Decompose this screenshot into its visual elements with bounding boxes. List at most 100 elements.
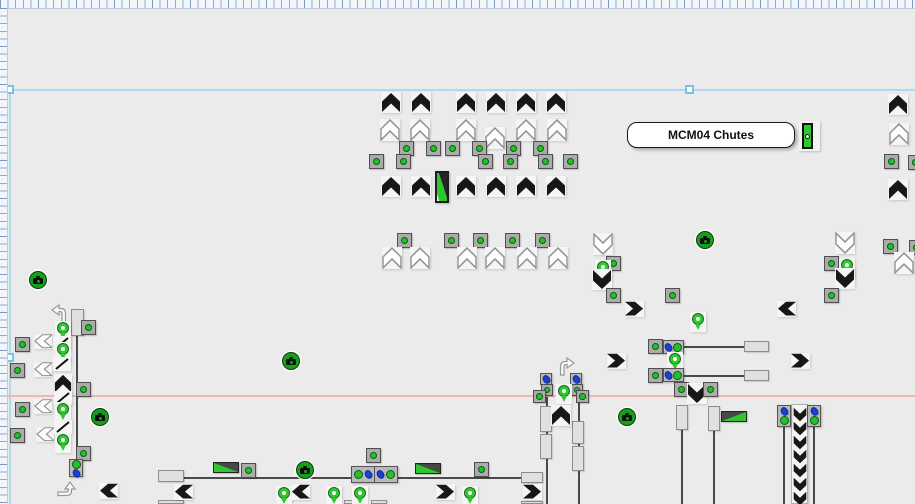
chevron-left-outline-icon: [34, 334, 52, 349]
status-indicator[interactable]: [472, 141, 487, 156]
location-pin-icon[interactable]: [352, 486, 368, 504]
status-indicator[interactable]: [576, 390, 589, 403]
status-indicator[interactable]: [563, 154, 578, 169]
conveyor-segment: [708, 406, 720, 431]
chevron-up-outline-icon: [517, 247, 537, 269]
status-dot: [566, 157, 575, 166]
status-indicator[interactable]: [81, 320, 96, 335]
camera-icon[interactable]: [91, 408, 109, 426]
status-indicator[interactable]: [10, 363, 25, 378]
selection-guide-horizontal: [0, 89, 915, 91]
mouse-icon: [662, 369, 675, 381]
status-indicator[interactable]: [444, 233, 459, 248]
ruler-vertical: [0, 8, 8, 504]
status-indicator[interactable]: [606, 288, 621, 303]
status-indicator[interactable]: [76, 446, 91, 461]
chevron-up-icon: [551, 405, 571, 426]
status-dot: [13, 366, 22, 375]
level-indicator[interactable]: [415, 463, 441, 474]
status-dot: [541, 157, 550, 166]
status-indicator[interactable]: [10, 428, 25, 443]
chevron-down-icon: [793, 449, 807, 464]
control-box[interactable]: [69, 459, 83, 480]
status-indicator[interactable]: [824, 256, 839, 271]
status-indicator[interactable]: [426, 141, 441, 156]
status-dot: [538, 236, 547, 245]
location-pin-icon[interactable]: [556, 384, 572, 404]
camera-icon[interactable]: [282, 352, 300, 370]
status-indicator[interactable]: [15, 402, 30, 417]
status-indicator[interactable]: [503, 154, 518, 169]
conveyor-line: [813, 427, 815, 504]
gate-bar-indicator[interactable]: [799, 121, 820, 151]
status-indicator[interactable]: [505, 233, 520, 248]
conveyor-segment: [540, 434, 552, 459]
camera-icon[interactable]: [29, 271, 47, 289]
status-indicator[interactable]: [533, 390, 546, 403]
chevron-up-icon: [486, 92, 506, 113]
status-indicator[interactable]: [674, 382, 689, 397]
camera-icon[interactable]: [618, 408, 636, 426]
location-pin-icon[interactable]: [276, 486, 292, 504]
status-dot: [509, 144, 518, 153]
status-indicator[interactable]: [648, 368, 663, 383]
chevron-up-icon: [456, 92, 476, 113]
status-indicator[interactable]: [366, 448, 381, 463]
status-dot: [18, 405, 27, 414]
status-dot: [673, 370, 682, 380]
status-dot: [476, 236, 485, 245]
status-indicator[interactable]: [473, 233, 488, 248]
camera-icon[interactable]: [696, 231, 714, 249]
status-indicator[interactable]: [369, 154, 384, 169]
status-indicator[interactable]: [478, 154, 493, 169]
status-indicator[interactable]: [535, 233, 550, 248]
status-indicator[interactable]: [884, 154, 899, 169]
chevron-up-outline-icon: [382, 247, 402, 269]
chevron-up-icon: [456, 176, 476, 197]
status-indicator[interactable]: [824, 288, 839, 303]
status-dot: [477, 465, 486, 474]
status-dot: [18, 340, 27, 349]
status-indicator[interactable]: [15, 337, 30, 352]
status-dot: [475, 144, 484, 153]
status-indicator[interactable]: [474, 462, 489, 477]
control-box[interactable]: [807, 405, 821, 427]
status-indicator[interactable]: [76, 382, 91, 397]
control-box[interactable]: [777, 405, 791, 427]
location-pin-icon[interactable]: [667, 352, 683, 372]
status-indicator[interactable]: [648, 339, 663, 354]
chevron-up-outline-icon: [894, 252, 914, 274]
selection-handle[interactable]: [685, 85, 694, 94]
location-pin-icon[interactable]: [55, 433, 71, 453]
status-indicator[interactable]: [703, 382, 718, 397]
control-box[interactable]: [662, 368, 684, 382]
camera-icon[interactable]: [296, 461, 314, 479]
status-dot: [827, 259, 836, 268]
mouse-icon: [375, 468, 387, 481]
location-pin-icon[interactable]: [690, 312, 706, 332]
level-indicator[interactable]: [721, 411, 747, 422]
status-indicator[interactable]: [241, 463, 256, 478]
status-indicator[interactable]: [445, 141, 460, 156]
gate-position-indicator[interactable]: [435, 171, 449, 203]
control-box[interactable]: [351, 466, 398, 483]
chevron-up-outline-icon: [548, 247, 568, 269]
control-box[interactable]: [662, 340, 684, 354]
status-indicator[interactable]: [538, 154, 553, 169]
status-dot: [706, 385, 715, 394]
status-indicator[interactable]: [665, 288, 680, 303]
chevron-down-icon: [592, 269, 612, 290]
location-pin-icon[interactable]: [326, 486, 342, 504]
status-indicator[interactable]: [396, 154, 411, 169]
chevron-right-icon: [436, 484, 455, 500]
chute-group-label[interactable]: MCM04 Chutes: [627, 122, 795, 148]
level-indicator[interactable]: [213, 462, 239, 473]
location-pin-icon[interactable]: [55, 402, 71, 422]
status-indicator[interactable]: [397, 233, 412, 248]
location-pin-icon[interactable]: [462, 486, 478, 504]
status-indicator[interactable]: [908, 155, 915, 170]
status-indicator[interactable]: [883, 239, 898, 254]
status-dot: [399, 157, 408, 166]
chevron-up-outline-icon: [380, 119, 400, 141]
status-indicator[interactable]: [541, 384, 553, 396]
